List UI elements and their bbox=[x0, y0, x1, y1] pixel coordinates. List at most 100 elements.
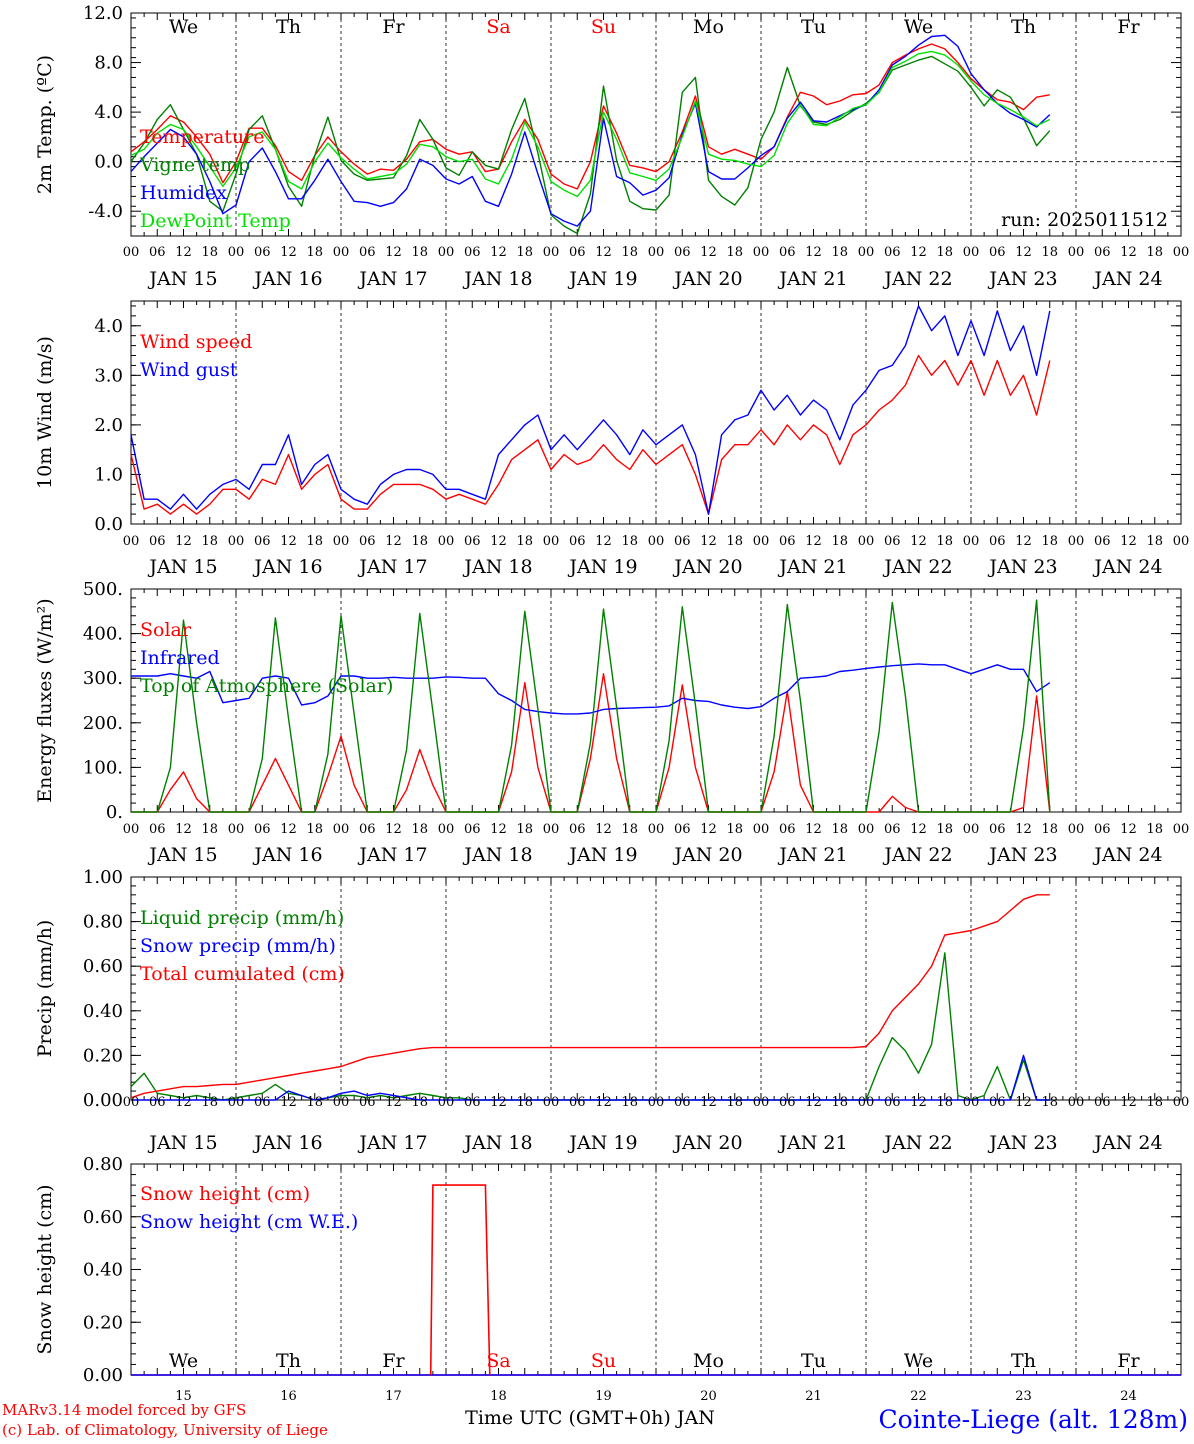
hour-label: 12 bbox=[490, 1095, 507, 1110]
series-line-4 bbox=[130, 50, 1051, 198]
hour-label: 06 bbox=[359, 822, 376, 837]
date-label: JAN 17 bbox=[357, 844, 427, 866]
y-tick-label: 1.0 bbox=[94, 464, 123, 485]
hour-label: 00 bbox=[1068, 534, 1085, 549]
hour-label: 06 bbox=[779, 1095, 796, 1110]
weekday-label: We bbox=[169, 1350, 198, 1372]
hour-label: 00 bbox=[228, 245, 245, 260]
y-axis-label: Snow height (cm) bbox=[34, 1184, 56, 1354]
y-tick-label: 0.20 bbox=[83, 1045, 123, 1066]
hour-label: 12 bbox=[175, 534, 192, 549]
hour-label: 12 bbox=[595, 245, 612, 260]
panel-3: 0. 100. 200. 300. 400. 500. Energy fluxes (W/m… bbox=[34, 579, 1189, 866]
day-number-label: 24 bbox=[1120, 1389, 1137, 1404]
y-tick-label: 300. bbox=[83, 668, 123, 689]
hour-label: 00 bbox=[753, 1095, 770, 1110]
hour-label: 00 bbox=[543, 1095, 560, 1110]
legend-entry: Wind speed bbox=[140, 331, 252, 353]
y-tick-label: 0.80 bbox=[83, 912, 123, 933]
date-label: JAN 17 bbox=[357, 1132, 427, 1154]
hour-label: 18 bbox=[306, 534, 323, 549]
hour-label: 12 bbox=[385, 1095, 402, 1110]
hour-label: 06 bbox=[989, 245, 1006, 260]
hour-label: 06 bbox=[149, 1095, 166, 1110]
hour-label: 00 bbox=[543, 534, 560, 549]
day-number-label: 19 bbox=[595, 1389, 612, 1404]
y-tick-label: 0.0 bbox=[94, 152, 123, 173]
hour-label: 06 bbox=[149, 534, 166, 549]
hour-label: 12 bbox=[1120, 1095, 1137, 1110]
hour-label: 06 bbox=[1094, 1095, 1111, 1110]
y-axis-label: Energy fluxes (W/m²) bbox=[34, 598, 56, 802]
weekday-label: Th bbox=[1011, 16, 1036, 38]
hour-label: 12 bbox=[1015, 245, 1032, 260]
hour-label: 12 bbox=[700, 822, 717, 837]
weekday-label: Mo bbox=[693, 16, 724, 38]
legend-entry: Liquid precip (mm/h) bbox=[140, 907, 344, 929]
hour-label: 18 bbox=[1146, 1095, 1163, 1110]
series-line-3 bbox=[130, 894, 1050, 1099]
weekday-label: We bbox=[169, 16, 198, 38]
date-label: JAN 19 bbox=[567, 1132, 637, 1154]
hour-label: 18 bbox=[201, 1095, 218, 1110]
hour-label: 00 bbox=[963, 822, 980, 837]
panel-5: 0.00 0.20 0.40 0.60 0.80 Snow height (cm) We Th… bbox=[34, 1154, 1182, 1404]
y-tick-label: 1.00 bbox=[83, 867, 123, 888]
hour-label: 18 bbox=[1146, 534, 1163, 549]
hour-label: 12 bbox=[490, 822, 507, 837]
hour-label: 12 bbox=[805, 245, 822, 260]
hour-label: 06 bbox=[254, 1095, 271, 1110]
hour-label: 18 bbox=[1041, 534, 1058, 549]
model-credit: MARv3.14 model forced by GFS bbox=[2, 1401, 246, 1419]
hour-label: 18 bbox=[726, 822, 743, 837]
hour-label: 00 bbox=[333, 822, 350, 837]
legend-entry: Total cumulated (cm) bbox=[140, 963, 345, 985]
legend-entry: Temperature bbox=[140, 126, 264, 148]
weekday-label: Fr bbox=[382, 1350, 405, 1372]
hour-label: 06 bbox=[1094, 245, 1111, 260]
hour-label: 06 bbox=[1094, 534, 1111, 549]
weekday-label: Su bbox=[591, 1350, 616, 1372]
panel-4: 0.00 0.20 0.40 0.60 0.80 1.00 Precip (mm/h) Liq… bbox=[34, 867, 1189, 1154]
series-line-2 bbox=[131, 1054, 1050, 1101]
hour-label: 00 bbox=[963, 245, 980, 260]
hour-label: 00 bbox=[1173, 1095, 1190, 1110]
hour-label: 00 bbox=[123, 822, 140, 837]
hour-label: 06 bbox=[359, 1095, 376, 1110]
day-number-label: 23 bbox=[1015, 1389, 1032, 1404]
hour-label: 06 bbox=[674, 534, 691, 549]
hour-label: 06 bbox=[464, 245, 481, 260]
hour-label: 00 bbox=[228, 1095, 245, 1110]
hour-label: 12 bbox=[385, 534, 402, 549]
hour-label: 00 bbox=[963, 1095, 980, 1110]
hour-label: 18 bbox=[621, 245, 638, 260]
hour-label: 18 bbox=[516, 822, 533, 837]
weekday-label: We bbox=[904, 1350, 933, 1372]
legend-entry: Top of Atmosphere (Solar) bbox=[140, 675, 393, 697]
y-tick-label: 0.80 bbox=[83, 1154, 123, 1175]
y-tick-label: 4.0 bbox=[94, 102, 123, 123]
hour-label: 18 bbox=[936, 245, 953, 260]
hour-label: 18 bbox=[1041, 822, 1058, 837]
date-label: JAN 22 bbox=[882, 556, 952, 578]
hour-label: 18 bbox=[831, 245, 848, 260]
hour-label: 18 bbox=[831, 822, 848, 837]
hour-label: 06 bbox=[674, 822, 691, 837]
hour-label: 06 bbox=[464, 1095, 481, 1110]
hour-label: 00 bbox=[1173, 534, 1190, 549]
weekday-label: Sa bbox=[486, 1350, 510, 1372]
date-label: JAN 19 bbox=[567, 844, 637, 866]
y-tick-label: 0. bbox=[106, 802, 123, 823]
hour-label: 12 bbox=[1015, 534, 1032, 549]
hour-label: 18 bbox=[621, 1095, 638, 1110]
hour-label: 06 bbox=[674, 245, 691, 260]
panel-2: 0.0 1.0 2.0 3.0 4.0 10m Wind (m/s) Wind speed W… bbox=[34, 300, 1190, 578]
hour-label: 18 bbox=[1146, 822, 1163, 837]
hour-label: 12 bbox=[910, 822, 927, 837]
date-label: JAN 18 bbox=[462, 268, 532, 290]
hour-label: 12 bbox=[805, 1095, 822, 1110]
hour-label: 00 bbox=[438, 822, 455, 837]
weekday-label: Fr bbox=[1117, 1350, 1140, 1372]
date-label: JAN 24 bbox=[1092, 1132, 1162, 1154]
hour-label: 00 bbox=[123, 1095, 140, 1110]
